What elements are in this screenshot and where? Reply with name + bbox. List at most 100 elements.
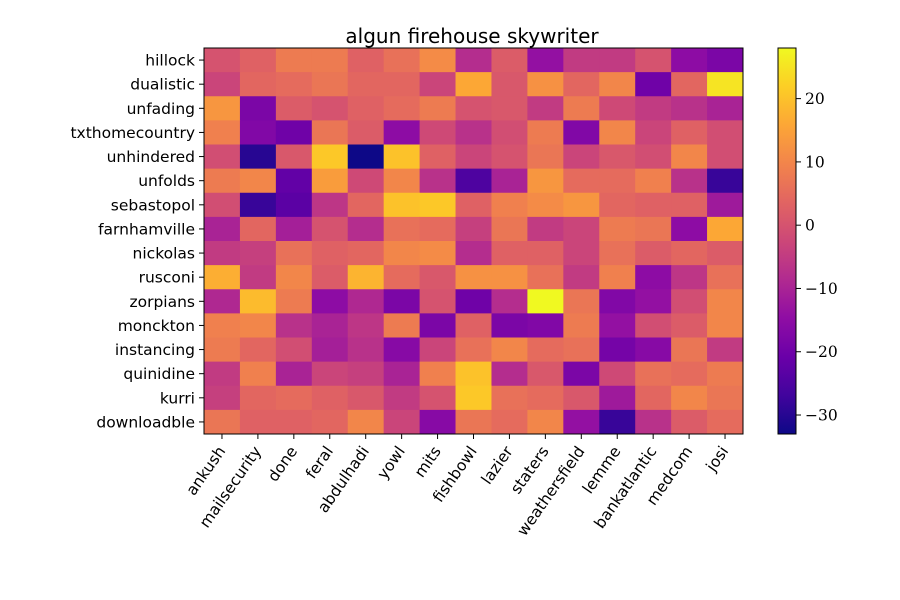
- heatmap-cell: [455, 241, 492, 266]
- heatmap-cell: [347, 72, 385, 97]
- heatmap-cell: [275, 313, 313, 338]
- y-tick-label: nickolas: [133, 245, 195, 263]
- heatmap-cell: [599, 168, 636, 194]
- heatmap-cell: [563, 289, 600, 314]
- heatmap-cell: [635, 313, 672, 338]
- colorbar-tick-label: 0: [805, 217, 815, 235]
- heatmap-cell: [491, 385, 528, 411]
- heatmap-cell: [563, 144, 600, 170]
- y-tick-label: monckton: [118, 317, 195, 335]
- heatmap-cell: [275, 192, 313, 218]
- colorbar-tick-label: −30: [805, 407, 838, 425]
- y-tick-label: downloadble: [96, 413, 195, 431]
- heatmap-cell: [239, 361, 277, 387]
- heatmap-cell: [275, 361, 313, 387]
- heatmap-cell: [204, 361, 241, 387]
- heatmap-cell: [563, 96, 600, 121]
- colorbar-tick-label: 20: [805, 90, 825, 108]
- heatmap-cell: [383, 361, 420, 387]
- heatmap-cell: [563, 409, 600, 435]
- heatmap-cell: [599, 265, 636, 290]
- heatmap-cell: [239, 241, 277, 266]
- heatmap-cell: [707, 120, 744, 145]
- heatmap-cell: [347, 216, 385, 242]
- heatmap-cell: [599, 144, 636, 170]
- heatmap-cell: [707, 361, 744, 387]
- heatmap-cell: [419, 409, 456, 435]
- heatmap-cell: [707, 144, 744, 170]
- heatmap-cell: [275, 144, 313, 170]
- heatmap-cell: [491, 216, 528, 242]
- heatmap-cell: [383, 48, 420, 73]
- heatmap-cell: [599, 361, 636, 387]
- heatmap-cell: [455, 337, 492, 363]
- heatmap-cell: [347, 144, 385, 170]
- heatmap-cell: [239, 313, 277, 338]
- heatmap-cell: [239, 192, 277, 218]
- heatmap-cell: [527, 313, 564, 338]
- heatmap-cell: [311, 313, 349, 338]
- heatmap-cell: [204, 72, 241, 97]
- x-tick-label: mits: [411, 443, 445, 481]
- heatmap-cell: [275, 337, 313, 363]
- x-tick-label: feral: [302, 443, 337, 482]
- heatmap-cell: [563, 241, 600, 266]
- heatmap-cell: [635, 385, 672, 411]
- heatmap-cell: [671, 168, 708, 194]
- heatmap-cell: [635, 96, 672, 121]
- heatmap-cell: [383, 409, 420, 435]
- heatmap-cell: [311, 361, 349, 387]
- heatmap-cell: [707, 289, 744, 314]
- heatmap-cell: [383, 120, 420, 145]
- heatmap-cell: [707, 96, 744, 121]
- heatmap-cell: [671, 289, 708, 314]
- y-tick-label: farnhamville: [98, 220, 195, 238]
- heatmap-cell: [707, 192, 744, 218]
- x-tick-label: josi: [702, 443, 732, 476]
- heatmap-cell: [311, 192, 349, 218]
- heatmap-cell: [383, 96, 420, 121]
- heatmap-cell: [204, 265, 241, 290]
- heatmap-cell: [419, 96, 456, 121]
- heatmap-cell: [347, 313, 385, 338]
- heatmap-cell: [204, 96, 241, 121]
- heatmap-cell: [239, 385, 277, 411]
- heatmap-cell: [239, 216, 277, 242]
- heatmap-cell: [275, 48, 313, 73]
- y-tick-label: instancing: [115, 341, 195, 359]
- y-tick-label: zorpians: [129, 293, 195, 311]
- heatmap-cell: [239, 168, 277, 194]
- heatmap-cell: [455, 96, 492, 121]
- heatmap-cell: [311, 144, 349, 170]
- heatmap-cell: [671, 409, 708, 435]
- heatmap-cell: [635, 72, 672, 97]
- heatmap-cell: [635, 289, 672, 314]
- heatmap-cell: [455, 192, 492, 218]
- heatmap-cell: [599, 72, 636, 97]
- heatmap-cell: [455, 144, 492, 170]
- heatmap-cell: [671, 48, 708, 73]
- heatmap-cell: [311, 385, 349, 411]
- heatmap-cell: [599, 216, 636, 242]
- heatmap-cell: [275, 385, 313, 411]
- heatmap-cell: [347, 192, 385, 218]
- heatmap-cell: [419, 216, 456, 242]
- heatmap-cell: [204, 385, 241, 411]
- heatmap-cell: [671, 337, 708, 363]
- heatmap-cell: [635, 265, 672, 290]
- heatmap-cell: [275, 241, 313, 266]
- heatmap-cell: [311, 168, 349, 194]
- heatmap-cell: [671, 216, 708, 242]
- heatmap-cell: [419, 144, 456, 170]
- heatmap-cell: [635, 241, 672, 266]
- heatmap-cell: [347, 361, 385, 387]
- heatmap-cell: [311, 409, 349, 435]
- heatmap-cell: [347, 385, 385, 411]
- heatmap-cell: [527, 120, 564, 145]
- heatmap-cell: [383, 265, 420, 290]
- heatmap-cell: [563, 216, 600, 242]
- heatmap-cell: [671, 241, 708, 266]
- heatmap-cell: [563, 385, 600, 411]
- heatmap-cell: [671, 385, 708, 411]
- y-axis: hillock dualistic unfading txthomecountry un…: [70, 52, 204, 431]
